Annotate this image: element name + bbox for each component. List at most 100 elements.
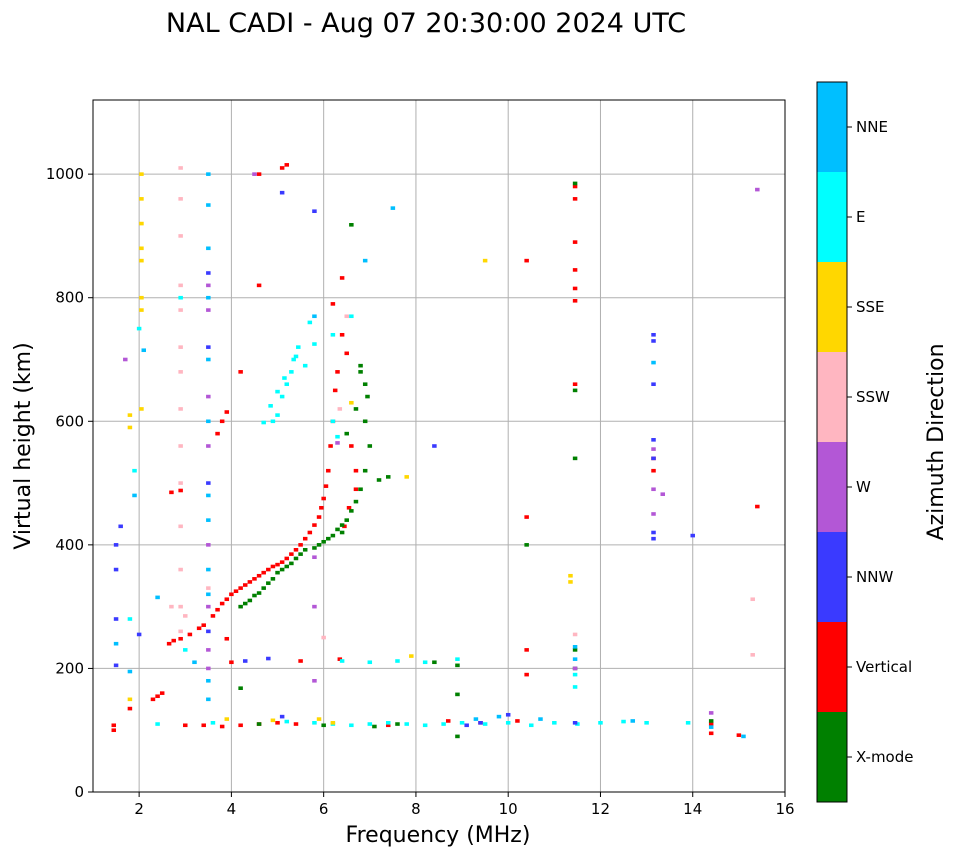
data-point xyxy=(178,234,183,238)
data-point xyxy=(330,721,336,725)
data-point xyxy=(455,663,460,668)
data-point xyxy=(358,370,363,374)
data-point xyxy=(651,332,656,337)
data-point xyxy=(330,332,336,337)
data-point xyxy=(206,666,211,671)
x-axis-label: Frequency (MHz) xyxy=(346,823,531,848)
series-ssw xyxy=(169,166,755,657)
data-point xyxy=(335,527,340,532)
data-point xyxy=(390,206,396,210)
points-layer xyxy=(111,163,760,739)
data-point xyxy=(515,719,520,723)
data-point xyxy=(459,721,465,725)
data-point xyxy=(266,567,271,572)
data-point xyxy=(127,413,133,417)
data-point xyxy=(326,468,331,473)
data-point xyxy=(349,223,354,227)
data-point xyxy=(206,419,211,424)
data-point xyxy=(651,536,656,541)
data-point xyxy=(279,714,285,719)
data-point xyxy=(206,629,211,634)
data-point xyxy=(139,295,144,300)
x-tick-label: 4 xyxy=(227,800,237,818)
data-point xyxy=(568,573,573,578)
x-tick-label: 12 xyxy=(591,800,610,818)
data-point xyxy=(349,400,354,405)
data-point xyxy=(139,221,144,226)
data-point xyxy=(183,614,188,618)
data-point xyxy=(178,567,183,572)
data-point xyxy=(242,601,248,606)
data-point xyxy=(473,717,479,721)
data-point xyxy=(362,258,368,263)
data-point xyxy=(139,258,144,263)
series-x-mode xyxy=(238,181,714,739)
data-point xyxy=(252,593,257,598)
data-point xyxy=(404,475,409,479)
data-point xyxy=(651,438,656,442)
colorbar-tick-label: Vertical xyxy=(856,658,912,676)
x-axis: 2 4 6 8 10 12 14 16 xyxy=(134,792,795,818)
data-point xyxy=(346,505,352,510)
data-point xyxy=(312,555,317,560)
data-point xyxy=(339,276,345,280)
data-point xyxy=(289,561,294,566)
y-tick-label: 400 xyxy=(55,536,84,554)
data-point xyxy=(123,357,128,362)
x-tick-label: 10 xyxy=(499,800,518,818)
data-point xyxy=(238,723,243,728)
data-point xyxy=(256,591,262,595)
data-point xyxy=(660,492,665,496)
x-tick-label: 2 xyxy=(134,800,144,818)
data-point xyxy=(464,723,469,728)
data-point xyxy=(575,722,580,726)
data-point xyxy=(289,370,294,374)
data-point xyxy=(321,723,326,728)
data-point xyxy=(252,577,257,581)
data-point xyxy=(349,723,354,728)
y-tick-label: 800 xyxy=(55,289,84,307)
data-point xyxy=(524,543,529,547)
data-point xyxy=(136,326,142,331)
data-point xyxy=(455,692,460,697)
data-point xyxy=(178,197,183,201)
data-point xyxy=(178,166,183,170)
data-point xyxy=(289,552,294,556)
data-point xyxy=(293,556,299,561)
data-point xyxy=(572,388,578,393)
data-point xyxy=(279,166,285,170)
data-point xyxy=(316,543,322,547)
data-point xyxy=(242,583,248,587)
data-point xyxy=(238,586,243,590)
data-point xyxy=(755,187,760,192)
data-point xyxy=(685,721,691,725)
data-point xyxy=(736,733,742,737)
colorbar: X-mode Vertical NNW W SSW SSE E NNE xyxy=(816,81,913,803)
data-point xyxy=(386,721,391,725)
data-point xyxy=(127,697,133,702)
data-point xyxy=(349,314,354,319)
data-point xyxy=(284,719,290,724)
data-point xyxy=(196,626,202,631)
data-point xyxy=(386,723,391,728)
data-point xyxy=(572,299,578,303)
data-point xyxy=(708,722,714,726)
data-point xyxy=(598,721,603,725)
data-point xyxy=(296,345,301,349)
colorbar-segment xyxy=(817,352,847,442)
data-point xyxy=(572,197,578,201)
data-point xyxy=(242,659,248,663)
colorbar-segment xyxy=(817,532,847,622)
data-point xyxy=(111,728,117,733)
data-point xyxy=(178,283,183,288)
data-point xyxy=(219,724,225,729)
data-point xyxy=(159,691,165,695)
data-point xyxy=(572,672,578,677)
data-point xyxy=(178,295,183,300)
data-point xyxy=(362,419,368,424)
data-point xyxy=(284,556,290,561)
colorbar-tick-label: NNW xyxy=(856,568,893,586)
data-point xyxy=(206,481,211,485)
data-point xyxy=(568,580,573,584)
data-point xyxy=(201,623,206,627)
